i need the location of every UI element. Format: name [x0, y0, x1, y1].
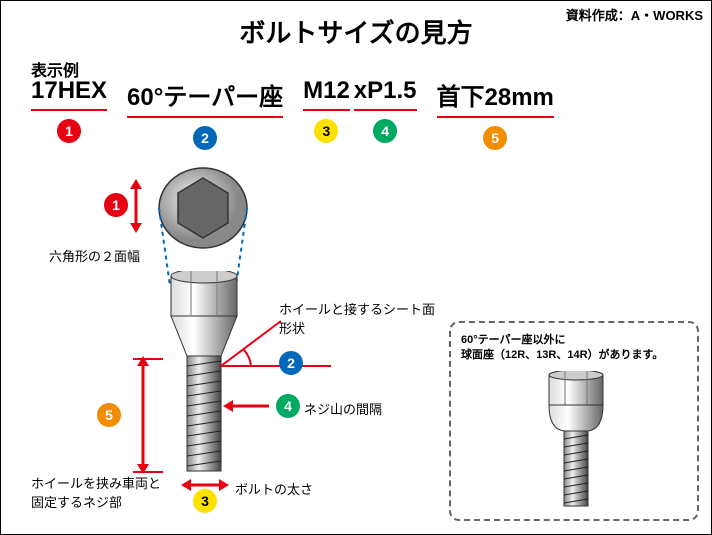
- underline: [354, 109, 417, 111]
- ann-thread-pitch: ネジ山の間隔: [304, 399, 382, 418]
- bolt-side-view: [161, 271, 251, 481]
- bolt-diagram: 1 六角形の２面幅 2 ホイールと接するシート面形状: [1, 151, 441, 531]
- spec-text-5: 首下28mm: [437, 77, 554, 112]
- info-box: 60°テーパー座以外に 球面座（12R、13R、14R）があります。: [449, 321, 699, 521]
- credit-text: 資料作成：A・WORKS: [566, 5, 703, 24]
- spec-5: 首下28mm 5: [437, 77, 554, 150]
- spec-row: 17HEX 1 60°テーパー座 2 M12 3 xP1.5 4 首下28mm …: [31, 77, 554, 150]
- spec-text-3: M12: [303, 77, 350, 105]
- badge-4: 4: [373, 119, 397, 143]
- diagram-badge-5: 5: [97, 403, 121, 427]
- info-line2: 球面座（12R、13R、14R）があります。: [461, 348, 687, 363]
- ann-hex-width: 六角形の２面幅: [49, 246, 140, 265]
- badge-2: 2: [193, 126, 217, 150]
- spec-text-2: 60°テーパー座: [127, 77, 283, 112]
- underline: [31, 109, 107, 111]
- bolt-spherical: [541, 371, 611, 511]
- ann-seat-shape: ホイールと接するシート面形状: [279, 299, 441, 337]
- diagram-badge-2: 2: [279, 351, 303, 375]
- diagram-badge-1: 1: [104, 193, 128, 217]
- arrow-length: [123, 356, 163, 476]
- badge-5: 5: [483, 126, 507, 150]
- underline: [303, 109, 350, 111]
- spec-2: 60°テーパー座 2: [127, 77, 283, 150]
- badge-1: 1: [57, 119, 81, 143]
- underline: [437, 116, 554, 118]
- diagram-badge-4: 4: [276, 394, 300, 418]
- spec-1: 17HEX 1: [31, 77, 107, 143]
- badge-3: 3: [314, 119, 338, 143]
- arrow-pitch: [223, 399, 273, 413]
- spec-text-1: 17HEX: [31, 77, 107, 105]
- underline: [127, 116, 283, 118]
- diagram-badge-3: 3: [193, 489, 217, 513]
- diagram-container: 資料作成：A・WORKS ボルトサイズの見方 表示例 17HEX 1 60°テー…: [0, 0, 712, 535]
- ann-thread-length: ホイールを挟み車両と 固定するネジ部: [31, 473, 161, 511]
- info-line1: 60°テーパー座以外に: [461, 333, 687, 348]
- spec-text-4: xP1.5: [354, 77, 417, 105]
- spec-4: xP1.5 4: [354, 77, 417, 143]
- ann-bolt-diameter: ボルトの太さ: [235, 479, 313, 498]
- spec-3: M12 3: [303, 77, 350, 143]
